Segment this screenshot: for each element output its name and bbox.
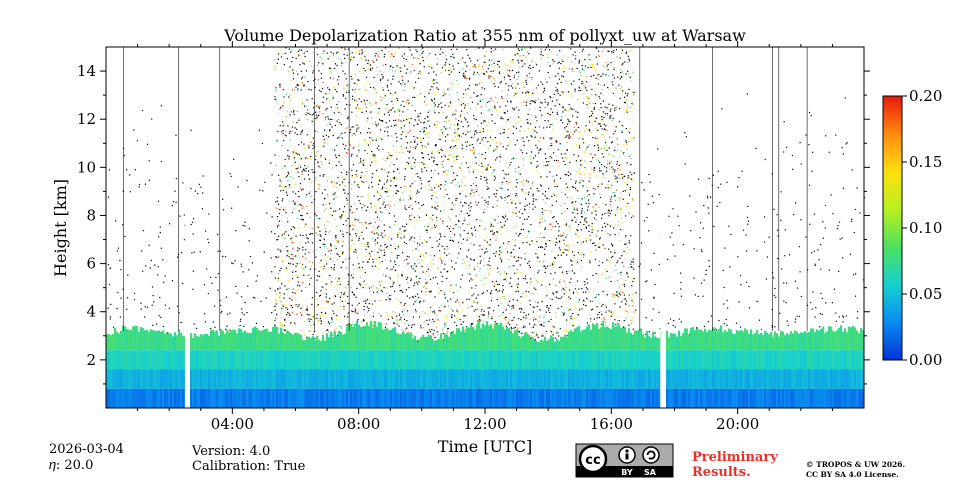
colorbar-tick-label: 0.15	[909, 153, 942, 171]
license-line: CC BY SA 4.0 License.	[806, 470, 899, 479]
colorbar-tick-label: 0.20	[909, 87, 942, 105]
y-tick-label: 6	[86, 255, 96, 273]
share-alike-icon	[642, 446, 660, 464]
attribution-icon-head	[625, 449, 629, 453]
y-tick-label: 8	[86, 206, 96, 224]
data-gap	[184, 47, 190, 408]
plot-area	[105, 46, 865, 409]
colorbar-tick-label: 0.00	[909, 351, 942, 369]
preliminary-label: Preliminary	[692, 450, 778, 465]
cc-logo-icon	[578, 444, 608, 474]
x-axis: 04:00 08:00 12:00 16:00 20:00	[137, 41, 833, 433]
y-tick-label: 14	[77, 62, 96, 80]
y-axis-label: Height [km]	[51, 179, 70, 277]
date-label: 2026-03-04	[49, 442, 124, 457]
y-tick-label: 10	[77, 158, 96, 176]
x-tick-label: 20:00	[716, 415, 759, 433]
colorbar-tick-label: 0.10	[909, 219, 942, 237]
chart-title: Volume Depolarization Ratio at 355 nm of…	[223, 26, 746, 45]
cc-sa-label: SA	[644, 468, 657, 477]
x-tick-label: 08:00	[337, 415, 380, 433]
data-gap	[660, 47, 666, 408]
y-tick-label: 12	[77, 110, 96, 128]
eta-label: 𝜂: 20.0	[49, 458, 94, 473]
colorbar-gradient	[882, 95, 903, 361]
x-tick-label: 12:00	[463, 415, 506, 433]
cc-by-label: BY	[621, 468, 633, 477]
copyright-line: © TROPOS & UW 2026.	[806, 460, 906, 469]
results-label: Results.	[692, 465, 751, 480]
data-gaps	[184, 47, 666, 408]
colorbar-ticks: 0.00 0.05 0.10 0.15 0.20	[902, 87, 942, 369]
calibration-label: Calibration: True	[192, 459, 306, 474]
y-axis: 2 4 6 8 10 12 14	[77, 62, 870, 385]
depolarization-heatmap	[106, 47, 865, 408]
x-tick-label: 04:00	[211, 415, 254, 433]
cc-logo-text: cc	[585, 453, 600, 468]
share-alike-icon-arc	[646, 450, 656, 460]
version-label: Version: 4.0	[192, 444, 271, 459]
attribution-icon-body	[625, 453, 629, 460]
colorbar: 0.00 0.05 0.10 0.15 0.20	[882, 87, 942, 369]
x-axis-label: Time [UTC]	[438, 437, 532, 456]
y-tick-label: 2	[86, 351, 96, 369]
colorbar-tick-label: 0.05	[909, 285, 942, 303]
cc-license-badge: cc BY SA	[575, 443, 674, 478]
y-tick-label: 4	[86, 303, 96, 321]
x-tick-label: 16:00	[590, 415, 633, 433]
